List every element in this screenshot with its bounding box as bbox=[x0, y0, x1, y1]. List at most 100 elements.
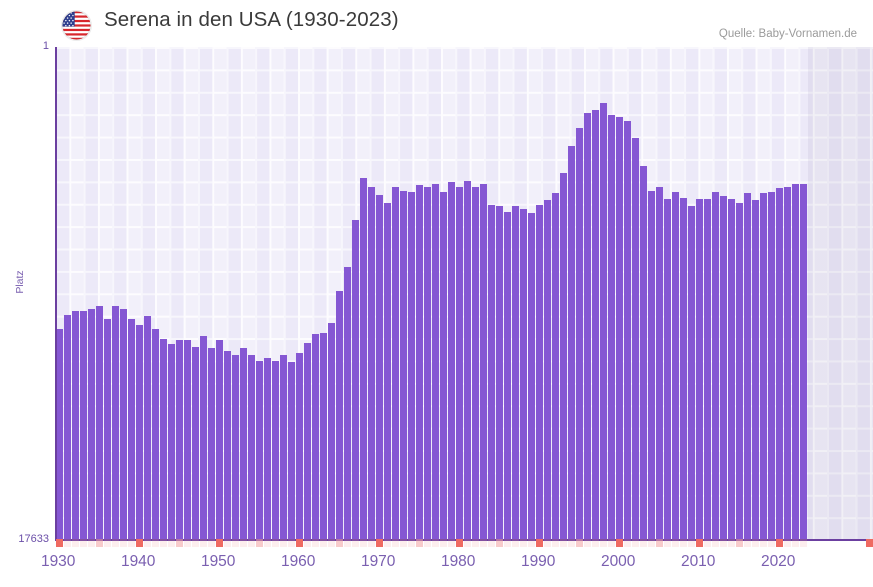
bar[interactable] bbox=[392, 186, 399, 539]
bar[interactable] bbox=[432, 183, 439, 539]
bar[interactable] bbox=[480, 183, 487, 539]
bar[interactable] bbox=[240, 348, 247, 539]
bar[interactable] bbox=[624, 120, 631, 539]
x-axis-tick bbox=[80, 539, 87, 547]
bar[interactable] bbox=[160, 338, 167, 539]
bar[interactable] bbox=[280, 355, 287, 539]
bar[interactable] bbox=[272, 360, 279, 539]
bar[interactable] bbox=[512, 206, 519, 539]
bar[interactable] bbox=[408, 192, 415, 539]
bar[interactable] bbox=[672, 192, 679, 539]
bar[interactable] bbox=[296, 352, 303, 539]
bar[interactable] bbox=[464, 180, 471, 539]
bar[interactable] bbox=[632, 137, 639, 539]
bar[interactable] bbox=[768, 192, 775, 539]
bar[interactable] bbox=[312, 334, 319, 539]
bar[interactable] bbox=[640, 165, 647, 539]
bar[interactable] bbox=[56, 328, 63, 539]
bar[interactable] bbox=[368, 186, 375, 539]
bar[interactable] bbox=[712, 192, 719, 539]
bar[interactable] bbox=[568, 146, 575, 539]
bar[interactable] bbox=[664, 199, 671, 539]
bar[interactable] bbox=[552, 193, 559, 539]
bar[interactable] bbox=[216, 339, 223, 539]
bar[interactable] bbox=[680, 197, 687, 539]
bar[interactable] bbox=[376, 194, 383, 539]
bar[interactable] bbox=[88, 309, 95, 539]
bar[interactable] bbox=[504, 211, 511, 539]
bar[interactable] bbox=[64, 314, 71, 539]
bar[interactable] bbox=[352, 219, 359, 539]
bar[interactable] bbox=[336, 291, 343, 539]
bar[interactable] bbox=[560, 172, 567, 539]
bar[interactable] bbox=[288, 362, 295, 539]
bar[interactable] bbox=[256, 360, 263, 539]
x-axis-label: 1990 bbox=[520, 553, 556, 570]
bar[interactable] bbox=[192, 346, 199, 539]
bar[interactable] bbox=[744, 193, 751, 539]
bar[interactable] bbox=[544, 200, 551, 539]
bar[interactable] bbox=[456, 186, 463, 539]
bar[interactable] bbox=[136, 324, 143, 539]
bar[interactable] bbox=[688, 206, 695, 539]
bar[interactable] bbox=[360, 178, 367, 539]
bar[interactable] bbox=[728, 199, 735, 539]
bar[interactable] bbox=[264, 358, 271, 539]
bar[interactable] bbox=[224, 351, 231, 539]
bar[interactable] bbox=[792, 183, 799, 539]
bar[interactable] bbox=[608, 115, 615, 539]
bar[interactable] bbox=[496, 206, 503, 539]
bar[interactable] bbox=[752, 200, 759, 539]
bar[interactable] bbox=[152, 328, 159, 539]
x-axis-tick bbox=[800, 539, 807, 547]
bar[interactable] bbox=[72, 310, 79, 539]
bar[interactable] bbox=[648, 190, 655, 539]
bar[interactable] bbox=[616, 116, 623, 539]
bar[interactable] bbox=[184, 339, 191, 539]
bar[interactable] bbox=[776, 187, 783, 539]
bar[interactable] bbox=[472, 186, 479, 539]
x-axis-tick bbox=[64, 539, 71, 547]
bar[interactable] bbox=[784, 186, 791, 539]
bar[interactable] bbox=[424, 186, 431, 539]
x-axis-tick bbox=[216, 539, 223, 547]
bar[interactable] bbox=[400, 190, 407, 539]
bar[interactable] bbox=[208, 348, 215, 539]
bar[interactable] bbox=[704, 199, 711, 539]
bar[interactable] bbox=[344, 267, 351, 539]
bar[interactable] bbox=[576, 127, 583, 539]
bar[interactable] bbox=[96, 306, 103, 539]
bar[interactable] bbox=[520, 208, 527, 539]
x-axis-tick bbox=[424, 539, 431, 547]
bar[interactable] bbox=[168, 344, 175, 539]
bar[interactable] bbox=[656, 186, 663, 539]
bar[interactable] bbox=[760, 193, 767, 539]
bar[interactable] bbox=[80, 310, 87, 539]
bar[interactable] bbox=[232, 355, 239, 539]
bar[interactable] bbox=[320, 333, 327, 539]
bar[interactable] bbox=[120, 309, 127, 539]
bar[interactable] bbox=[592, 109, 599, 539]
bar[interactable] bbox=[304, 342, 311, 539]
bar[interactable] bbox=[200, 335, 207, 539]
bar[interactable] bbox=[800, 183, 807, 539]
bar[interactable] bbox=[104, 319, 111, 539]
bar[interactable] bbox=[112, 306, 119, 539]
bar[interactable] bbox=[248, 355, 255, 539]
bar[interactable] bbox=[720, 196, 727, 539]
bar[interactable] bbox=[600, 102, 607, 539]
bar[interactable] bbox=[384, 203, 391, 539]
bar[interactable] bbox=[144, 316, 151, 539]
bar[interactable] bbox=[584, 112, 591, 539]
bar[interactable] bbox=[736, 203, 743, 539]
bar[interactable] bbox=[488, 204, 495, 539]
bar[interactable] bbox=[128, 319, 135, 539]
bar[interactable] bbox=[448, 182, 455, 539]
bar[interactable] bbox=[528, 213, 535, 539]
bar[interactable] bbox=[536, 204, 543, 539]
bar[interactable] bbox=[328, 323, 335, 539]
bar[interactable] bbox=[440, 192, 447, 539]
bar[interactable] bbox=[176, 339, 183, 539]
bar[interactable] bbox=[696, 199, 703, 539]
bar[interactable] bbox=[416, 185, 423, 539]
